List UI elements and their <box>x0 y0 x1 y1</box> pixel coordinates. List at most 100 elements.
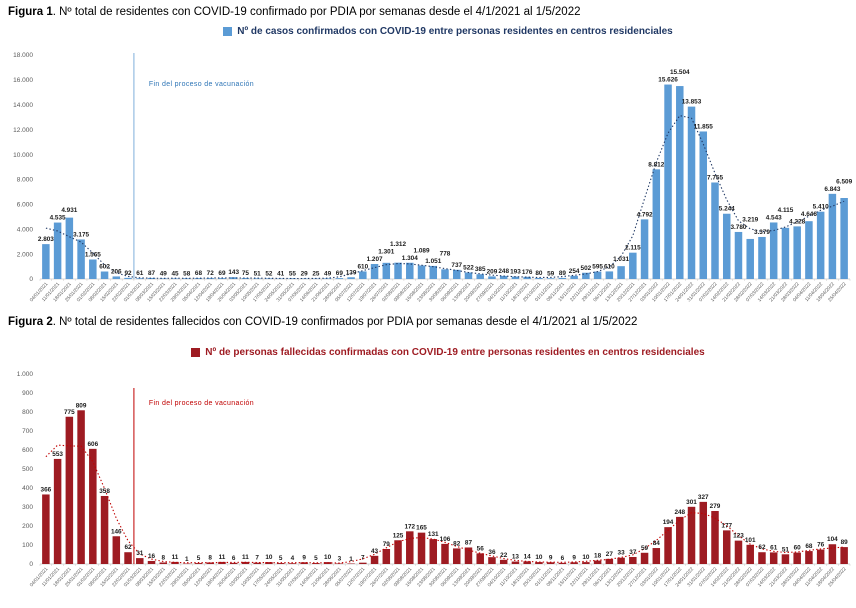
bar <box>558 562 567 564</box>
data-label: 8 <box>208 554 212 561</box>
y-tick-label: 12.000 <box>13 127 33 134</box>
bar <box>570 562 578 564</box>
bar <box>816 211 825 279</box>
bar <box>65 217 74 279</box>
data-label: 3.175 <box>73 231 89 238</box>
data-label: 1.301 <box>378 248 394 255</box>
bar <box>300 278 308 279</box>
bar <box>535 562 543 564</box>
bar <box>781 554 790 564</box>
data-label: 131 <box>428 531 439 538</box>
bar <box>840 547 848 564</box>
legend2-swatch-icon <box>191 348 201 357</box>
vaccination-end-label: Fin del proceso de vacunación <box>149 81 254 88</box>
data-label: 143 <box>228 269 239 276</box>
bar <box>323 278 332 279</box>
figure2-title-text: . Nº total de residentes fallecidos con … <box>52 316 638 328</box>
data-label: 49 <box>160 270 168 277</box>
data-label: 778 <box>440 250 451 257</box>
data-label: 146 <box>111 528 122 535</box>
bar <box>124 277 132 279</box>
data-label: 6 <box>232 555 236 562</box>
bar <box>746 544 754 564</box>
data-label: 15.626 <box>658 77 678 84</box>
data-label: 206 <box>111 268 122 275</box>
bar <box>464 547 473 564</box>
data-label: 610 <box>604 263 615 270</box>
data-label: 55 <box>289 270 297 277</box>
bar <box>711 182 719 279</box>
data-label: 8.812 <box>648 161 664 168</box>
data-label: 31 <box>136 550 144 557</box>
bar <box>793 552 801 564</box>
bar <box>711 510 719 564</box>
bar <box>629 556 637 564</box>
data-label: 27 <box>606 551 614 558</box>
data-label: 3.219 <box>742 216 758 223</box>
data-label: 7 <box>361 555 365 562</box>
bar <box>136 558 144 564</box>
data-label: 4.931 <box>61 207 77 214</box>
bar <box>300 562 308 564</box>
data-label: 60 <box>794 545 802 552</box>
bar <box>828 544 837 564</box>
bar <box>100 495 109 564</box>
data-label: 89 <box>841 539 849 546</box>
bar <box>617 557 625 564</box>
figure2-legend: Nº de personas fallecidas confirmadas co… <box>40 347 856 358</box>
data-label: 89 <box>559 270 567 277</box>
figure2-legend-label: Nº de personas fallecidas confirmadas co… <box>205 347 705 358</box>
data-label: 14 <box>524 553 532 560</box>
data-label: 1.051 <box>425 258 441 265</box>
bar <box>652 548 661 564</box>
y-tick-label: 500 <box>22 466 33 473</box>
y-tick-label: 14.000 <box>13 102 33 109</box>
bar <box>42 494 50 564</box>
bar <box>511 276 520 279</box>
data-label: 6.843 <box>824 186 840 193</box>
bar <box>335 563 344 564</box>
bar <box>241 561 250 564</box>
bar <box>758 552 766 564</box>
bar <box>417 532 426 564</box>
data-label: 9 <box>549 554 553 561</box>
bar <box>159 562 168 564</box>
data-label: 737 <box>451 262 462 269</box>
bar <box>499 275 508 279</box>
data-label: 92 <box>124 270 132 277</box>
data-label: 80 <box>535 270 543 277</box>
bar <box>840 197 848 279</box>
data-label: 61 <box>770 544 778 551</box>
covid-deaths-bar-chart: 0 100 200 300 400 500 600 700 800 900 1.000 Fin del… <box>17 371 851 588</box>
data-label: 1.565 <box>85 252 101 259</box>
y-tick-label: 400 <box>22 485 33 492</box>
data-label: 595 <box>592 264 603 271</box>
figure1-legend-label: Nº de casos confirmados con COVID-19 ent… <box>237 26 673 37</box>
bar <box>546 562 555 564</box>
bar <box>805 551 813 564</box>
bar <box>523 561 531 564</box>
vaccination-end-label: Fin del proceso de vacunación <box>149 400 254 407</box>
figure2-label: Figura 2 <box>8 316 53 328</box>
data-label: 9 <box>572 554 576 561</box>
data-label: 4 <box>291 555 295 562</box>
figure1-legend: Nº de casos confirmados con COVID-19 ent… <box>40 26 856 37</box>
bar <box>652 169 661 279</box>
data-label: 4.115 <box>778 207 794 214</box>
bar <box>769 552 778 564</box>
data-label: 2.115 <box>625 245 641 252</box>
bar <box>312 563 320 564</box>
bar <box>53 222 62 279</box>
data-label: 36 <box>488 549 496 556</box>
bar <box>582 562 590 564</box>
y-tick-label: 16.000 <box>13 77 33 84</box>
bar <box>781 227 790 279</box>
data-label: 301 <box>686 499 697 506</box>
bar <box>89 259 97 279</box>
bar <box>605 558 614 564</box>
data-label: 553 <box>52 451 63 458</box>
bar <box>370 555 379 564</box>
data-label: 3.780 <box>730 224 746 231</box>
data-label: 610 <box>357 263 368 270</box>
bar <box>805 221 813 279</box>
